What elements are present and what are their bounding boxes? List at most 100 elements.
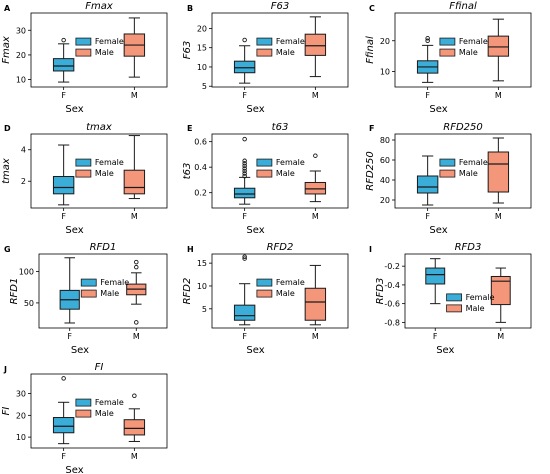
x-tick-label-f-f: F bbox=[425, 212, 430, 221]
x-axis-label-f: Sex bbox=[429, 225, 447, 236]
legend-swatch-f-male bbox=[439, 169, 456, 178]
y-tick-label-i-1: -0.6 bbox=[384, 300, 400, 309]
outlier-point-e-male-0 bbox=[313, 153, 318, 158]
iqr-box-a-female bbox=[52, 58, 75, 72]
legend-swatch-f-female bbox=[439, 158, 456, 167]
box-j-female bbox=[52, 376, 75, 445]
y-tick-label-b-0: 5 bbox=[202, 82, 207, 91]
y-tick-label-b-1: 10 bbox=[197, 63, 207, 72]
outlier-point-b-female-0 bbox=[242, 37, 247, 43]
panel-letter-c: C bbox=[369, 4, 375, 13]
legend-label-b-female: Female bbox=[276, 37, 305, 46]
panel-c: C Ffinal Ffinal 10 20 F M Sex Female Male bbox=[365, 1, 532, 115]
y-tick-label-b-3: 20 bbox=[197, 24, 207, 33]
box-a-female bbox=[52, 37, 75, 83]
legend-swatch-g-female bbox=[80, 278, 97, 287]
iqr-box-d-female bbox=[52, 176, 75, 195]
box-b-male bbox=[304, 16, 327, 78]
panel-title-g: RFD1 bbox=[90, 242, 117, 253]
legend-label-i-female: Female bbox=[466, 293, 495, 302]
legend-label-d-male: Male bbox=[95, 169, 114, 178]
outlier-point-h-female-1 bbox=[242, 254, 247, 259]
iqr-box-i-female bbox=[425, 267, 446, 285]
y-axis-label-b: F63 bbox=[182, 41, 193, 59]
legend-label-a-female: Female bbox=[95, 37, 124, 46]
outlier-point-g-male-0 bbox=[134, 320, 139, 325]
x-tick-label-d-f: F bbox=[61, 212, 66, 221]
y-tick-label-a-2: 30 bbox=[16, 26, 26, 35]
legend-e: Female Male bbox=[256, 158, 305, 178]
legend-label-e-male: Male bbox=[276, 169, 295, 178]
panel-i: I RFD3 RFD3 -0.8 -0.6 -0.4 -0.2 F M Sex Female Male bbox=[369, 242, 532, 356]
panel-title-f: RFD250 bbox=[443, 122, 483, 133]
legend-j: Female Male bbox=[75, 398, 124, 418]
legend-swatch-j-female bbox=[75, 398, 92, 407]
legend-label-c-female: Female bbox=[459, 37, 488, 46]
y-axis-label-g: RFD1 bbox=[9, 278, 20, 305]
iqr-box-j-female bbox=[52, 417, 75, 434]
legend-swatch-i-female bbox=[446, 293, 462, 302]
legend-a: Female Male bbox=[75, 37, 124, 57]
y-tick-label-f-1: 40 bbox=[380, 176, 390, 185]
x-tick-label-b-m: M bbox=[312, 91, 319, 100]
legend-swatch-c-female bbox=[439, 37, 456, 46]
legend-label-f-male: Male bbox=[459, 169, 478, 178]
legend-swatch-h-male bbox=[256, 289, 273, 298]
legend-label-b-male: Male bbox=[276, 48, 295, 57]
outlier-point-a-female-0 bbox=[61, 37, 66, 43]
legend-label-g-female: Female bbox=[100, 278, 129, 287]
panel-letter-b: B bbox=[187, 4, 193, 13]
x-axis-label-j: Sex bbox=[65, 465, 83, 474]
outlier-point-g-male-2 bbox=[134, 259, 139, 265]
outlier-point-j-male-0 bbox=[132, 393, 137, 399]
panel-letter-d: D bbox=[4, 124, 11, 133]
iqr-box-f-male bbox=[487, 151, 510, 193]
y-tick-label-h-1: 10 bbox=[197, 282, 207, 291]
box-f-female bbox=[416, 155, 439, 206]
legend-label-c-male: Male bbox=[459, 48, 478, 57]
x-axis-label-h: Sex bbox=[246, 345, 264, 356]
y-tick-label-e-2: 0.6 bbox=[194, 138, 207, 147]
legend-label-h-female: Female bbox=[276, 278, 305, 287]
x-axis-label-a: Sex bbox=[65, 104, 83, 115]
x-tick-label-j-m: M bbox=[131, 452, 138, 461]
y-tick-label-i-3: -0.2 bbox=[384, 262, 400, 271]
legend-i: Female Male bbox=[446, 293, 495, 313]
x-tick-label-c-f: F bbox=[425, 91, 430, 100]
panel-title-h: RFD2 bbox=[267, 242, 294, 253]
y-tick-label-g-1: 100 bbox=[19, 268, 34, 277]
iqr-box-j-male bbox=[123, 419, 146, 436]
outlier-point-e-female-1 bbox=[242, 171, 247, 176]
y-tick-label-e-0: 0.2 bbox=[194, 189, 207, 198]
iqr-box-e-male bbox=[304, 181, 327, 195]
x-tick-label-g-m: M bbox=[133, 332, 140, 341]
box-g-female bbox=[59, 257, 80, 324]
x-axis-label-d: Sex bbox=[65, 225, 83, 236]
outlier-point-h-female-0 bbox=[242, 256, 247, 261]
x-tick-label-i-m: M bbox=[497, 332, 504, 341]
iqr-box-b-female bbox=[233, 60, 256, 74]
outlier-point-e-female-6 bbox=[242, 158, 247, 164]
iqr-box-d-male bbox=[123, 169, 146, 195]
y-tick-label-c-0: 10 bbox=[380, 68, 390, 77]
outlier-point-j-female-0 bbox=[61, 376, 66, 381]
y-axis-label-f: RFD250 bbox=[365, 151, 376, 191]
y-tick-label-c-1: 20 bbox=[380, 37, 390, 46]
legend-label-e-female: Female bbox=[276, 158, 305, 167]
panel-title-i: RFD3 bbox=[455, 242, 482, 253]
axes-frame-i bbox=[404, 253, 532, 329]
legend-swatch-a-female bbox=[75, 37, 92, 46]
outlier-point-e-female-0 bbox=[242, 173, 247, 179]
outlier-point-c-female-1 bbox=[425, 36, 430, 41]
box-e-male bbox=[304, 153, 327, 203]
y-tick-label-f-3: 80 bbox=[380, 136, 390, 145]
iqr-box-h-female bbox=[233, 304, 256, 321]
legend-swatch-d-female bbox=[75, 158, 92, 167]
y-tick-label-g-0: 50 bbox=[24, 299, 34, 308]
y-tick-label-b-2: 15 bbox=[197, 44, 207, 53]
legend-d: Female Male bbox=[75, 158, 124, 178]
legend-label-f-female: Female bbox=[459, 158, 488, 167]
x-tick-label-h-m: M bbox=[312, 332, 319, 341]
box-d-male bbox=[123, 135, 146, 200]
